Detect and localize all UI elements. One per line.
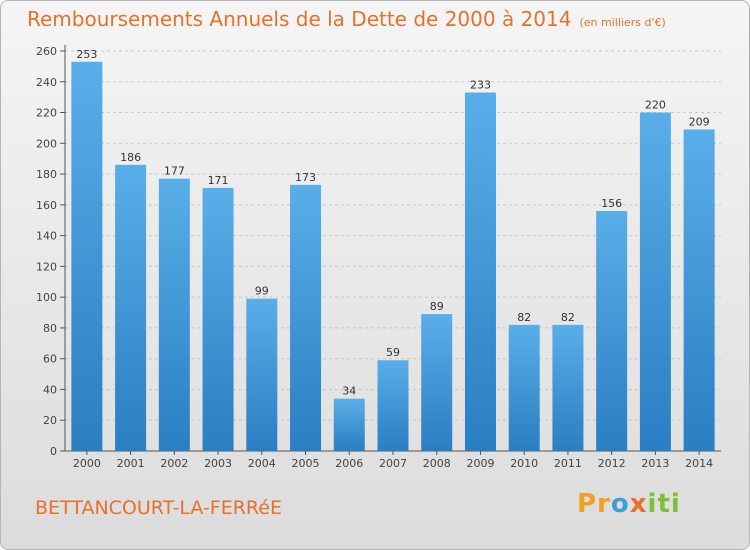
x-tick-label-2011: 2011 [554, 457, 582, 470]
data-label-2004: 99 [255, 285, 269, 298]
commune-name: BETTANCOURT-LA-FERRéE [35, 497, 282, 519]
bar-2010[interactable] [508, 324, 540, 451]
x-tick-label-2008: 2008 [423, 457, 451, 470]
bar-2011[interactable] [552, 324, 584, 451]
x-tick-label-2002: 2002 [160, 457, 188, 470]
data-label-2011: 82 [561, 311, 575, 324]
data-label-2003: 171 [208, 174, 229, 187]
data-label-2014: 209 [689, 115, 710, 128]
y-tick-label: 120 [36, 260, 57, 273]
bar-layer: 253 186 177 171 99 173 34 59 89 233 82 82 156 220 209 [71, 48, 715, 452]
x-tick-label-2006: 2006 [335, 457, 363, 470]
bar-2008[interactable] [421, 314, 453, 451]
bar-2004[interactable] [246, 298, 278, 451]
x-tick-label-2001: 2001 [117, 457, 145, 470]
x-tick-label-2012: 2012 [598, 457, 626, 470]
logo-part-4: iti [647, 489, 681, 519]
x-tick-label-2013: 2013 [641, 457, 669, 470]
bar-2006[interactable] [333, 398, 365, 451]
y-tick-label: 180 [36, 168, 57, 181]
y-tick-label: 0 [50, 445, 57, 458]
data-label-2009: 233 [470, 79, 491, 92]
y-tick-label: 260 [36, 45, 57, 58]
x-tick-label-2004: 2004 [248, 457, 276, 470]
y-tick-label: 60 [43, 353, 57, 366]
bar-2012[interactable] [596, 211, 628, 451]
x-tick-label-2005: 2005 [292, 457, 320, 470]
proxiti-logo[interactable]: Proxiti [577, 489, 681, 519]
bar-2007[interactable] [377, 360, 409, 451]
x-tick-label-2000: 2000 [73, 457, 101, 470]
x-tick-label-2003: 2003 [204, 457, 232, 470]
bar-2014[interactable] [683, 129, 715, 451]
logo-part-1: Pr [577, 489, 611, 519]
y-tick-label: 200 [36, 137, 57, 150]
data-label-2013: 220 [645, 99, 666, 112]
data-label-2001: 186 [120, 151, 141, 164]
data-label-2000: 253 [76, 48, 97, 61]
data-label-2008: 89 [430, 300, 444, 313]
data-label-2005: 173 [295, 171, 316, 184]
bar-2013[interactable] [639, 112, 671, 452]
bar-2000[interactable] [71, 61, 103, 452]
y-tick-label: 140 [36, 230, 57, 243]
chart-unit: (en milliers d'€) [579, 16, 666, 29]
x-tick-label-2007: 2007 [379, 457, 407, 470]
y-tick-label: 20 [43, 414, 57, 427]
data-label-2002: 177 [164, 165, 185, 178]
x-tick-label-2010: 2010 [510, 457, 538, 470]
bar-2009[interactable] [464, 92, 496, 452]
y-tick-label: 240 [36, 76, 57, 89]
y-tick-label: 100 [36, 291, 57, 304]
y-tick-label: 160 [36, 199, 57, 212]
bar-2003[interactable] [202, 187, 234, 451]
logo-part-3: x [629, 489, 648, 519]
data-label-2007: 59 [386, 346, 400, 359]
chart-title: Remboursements Annuels de la Dette de 20… [27, 7, 666, 31]
chart-title-text: Remboursements Annuels de la Dette de 20… [27, 7, 572, 31]
y-tick-label: 80 [43, 322, 57, 335]
data-label-2006: 34 [342, 385, 356, 398]
logo-part-2: o [610, 489, 630, 519]
bar-2005[interactable] [290, 184, 322, 451]
data-label-2012: 156 [601, 197, 622, 210]
x-tick-label-2014: 2014 [685, 457, 713, 470]
y-tick-label: 40 [43, 383, 57, 396]
y-tick-label: 220 [36, 107, 57, 120]
bar-2001[interactable] [115, 164, 147, 451]
x-tick-label-2009: 2009 [466, 457, 494, 470]
data-label-2010: 82 [517, 311, 531, 324]
bar-2002[interactable] [158, 178, 190, 451]
